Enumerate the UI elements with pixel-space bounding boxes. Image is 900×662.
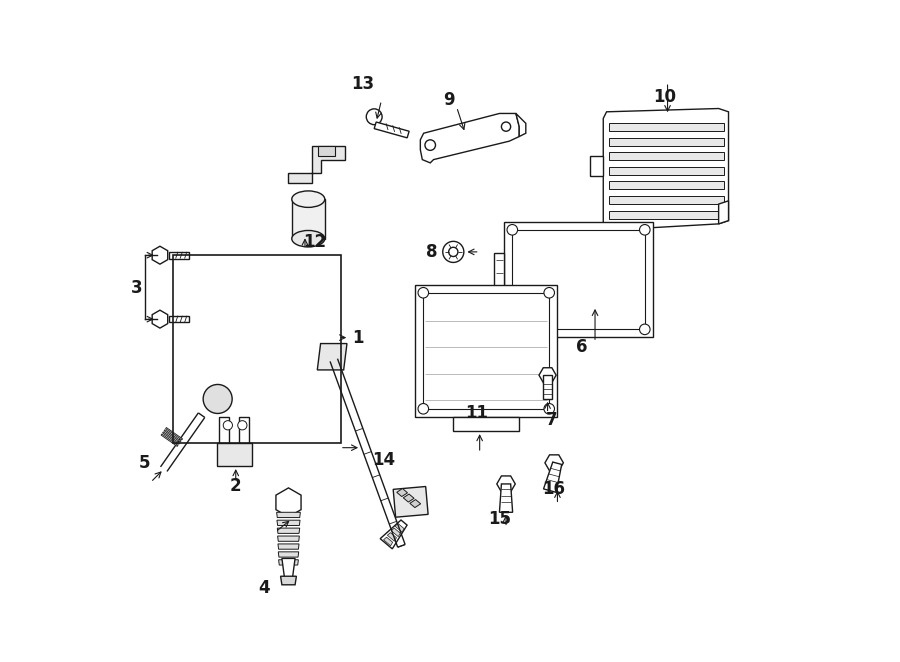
Circle shape [425, 140, 436, 150]
Polygon shape [512, 230, 644, 330]
Circle shape [544, 404, 554, 414]
Polygon shape [608, 196, 724, 204]
Text: 12: 12 [303, 233, 327, 251]
Polygon shape [608, 181, 724, 189]
Polygon shape [169, 252, 189, 259]
Circle shape [203, 385, 232, 414]
Text: 11: 11 [465, 404, 488, 422]
Text: 10: 10 [652, 88, 676, 106]
Polygon shape [239, 416, 249, 446]
Polygon shape [608, 152, 724, 160]
Polygon shape [395, 524, 404, 532]
Polygon shape [718, 201, 728, 224]
Circle shape [507, 324, 517, 334]
Polygon shape [608, 167, 724, 175]
Circle shape [223, 420, 232, 430]
Polygon shape [163, 432, 179, 444]
Polygon shape [278, 552, 299, 557]
Circle shape [418, 287, 428, 298]
Polygon shape [220, 416, 230, 446]
Ellipse shape [292, 191, 325, 207]
Polygon shape [500, 484, 513, 512]
Text: 6: 6 [576, 338, 588, 356]
Polygon shape [277, 520, 300, 526]
Polygon shape [420, 113, 519, 163]
Text: 9: 9 [443, 91, 454, 109]
Polygon shape [543, 375, 553, 399]
Polygon shape [608, 138, 724, 146]
Text: 1: 1 [352, 328, 364, 347]
Text: 2: 2 [230, 477, 241, 495]
Polygon shape [590, 156, 603, 176]
Circle shape [418, 404, 428, 414]
Polygon shape [603, 230, 623, 247]
Polygon shape [318, 344, 347, 370]
Circle shape [238, 420, 247, 430]
Polygon shape [497, 476, 516, 492]
Polygon shape [164, 430, 181, 442]
Polygon shape [277, 528, 300, 534]
Polygon shape [410, 500, 420, 508]
Polygon shape [387, 533, 397, 541]
Polygon shape [454, 416, 519, 431]
Text: 3: 3 [131, 279, 143, 297]
Circle shape [640, 224, 650, 235]
Polygon shape [544, 455, 563, 471]
Circle shape [507, 224, 517, 235]
Text: 14: 14 [373, 451, 396, 469]
Polygon shape [403, 494, 414, 502]
Text: 15: 15 [488, 510, 511, 528]
Polygon shape [608, 211, 724, 218]
Polygon shape [603, 109, 728, 230]
Polygon shape [539, 368, 556, 383]
Circle shape [501, 122, 510, 131]
Text: 8: 8 [426, 243, 437, 261]
Polygon shape [292, 199, 325, 239]
Polygon shape [608, 123, 724, 131]
Polygon shape [544, 462, 562, 493]
Polygon shape [152, 310, 167, 328]
Polygon shape [281, 576, 296, 585]
Polygon shape [289, 146, 345, 183]
Polygon shape [152, 246, 167, 264]
Text: 13: 13 [351, 75, 374, 93]
Text: 4: 4 [258, 579, 270, 597]
Circle shape [640, 324, 650, 334]
Polygon shape [276, 512, 301, 518]
Polygon shape [397, 489, 408, 496]
Text: 16: 16 [543, 480, 566, 498]
Polygon shape [282, 559, 295, 578]
Polygon shape [166, 428, 183, 440]
Polygon shape [319, 146, 335, 156]
Polygon shape [423, 293, 549, 409]
Polygon shape [416, 285, 557, 416]
Ellipse shape [292, 230, 325, 247]
Bar [173, 255, 341, 443]
Text: 5: 5 [139, 454, 150, 472]
Polygon shape [278, 544, 299, 549]
Polygon shape [516, 113, 526, 136]
Polygon shape [504, 222, 652, 337]
Polygon shape [276, 488, 302, 517]
Polygon shape [383, 537, 392, 545]
Polygon shape [494, 253, 504, 306]
Circle shape [443, 242, 464, 262]
Circle shape [449, 248, 458, 256]
Polygon shape [161, 434, 178, 446]
Polygon shape [374, 122, 410, 138]
Polygon shape [279, 560, 299, 565]
Circle shape [544, 287, 554, 298]
Polygon shape [217, 443, 252, 466]
Polygon shape [392, 528, 400, 537]
Polygon shape [169, 316, 189, 322]
Polygon shape [277, 536, 300, 542]
Circle shape [366, 109, 382, 124]
Polygon shape [393, 487, 428, 517]
Polygon shape [380, 520, 407, 549]
Text: 7: 7 [546, 411, 558, 429]
